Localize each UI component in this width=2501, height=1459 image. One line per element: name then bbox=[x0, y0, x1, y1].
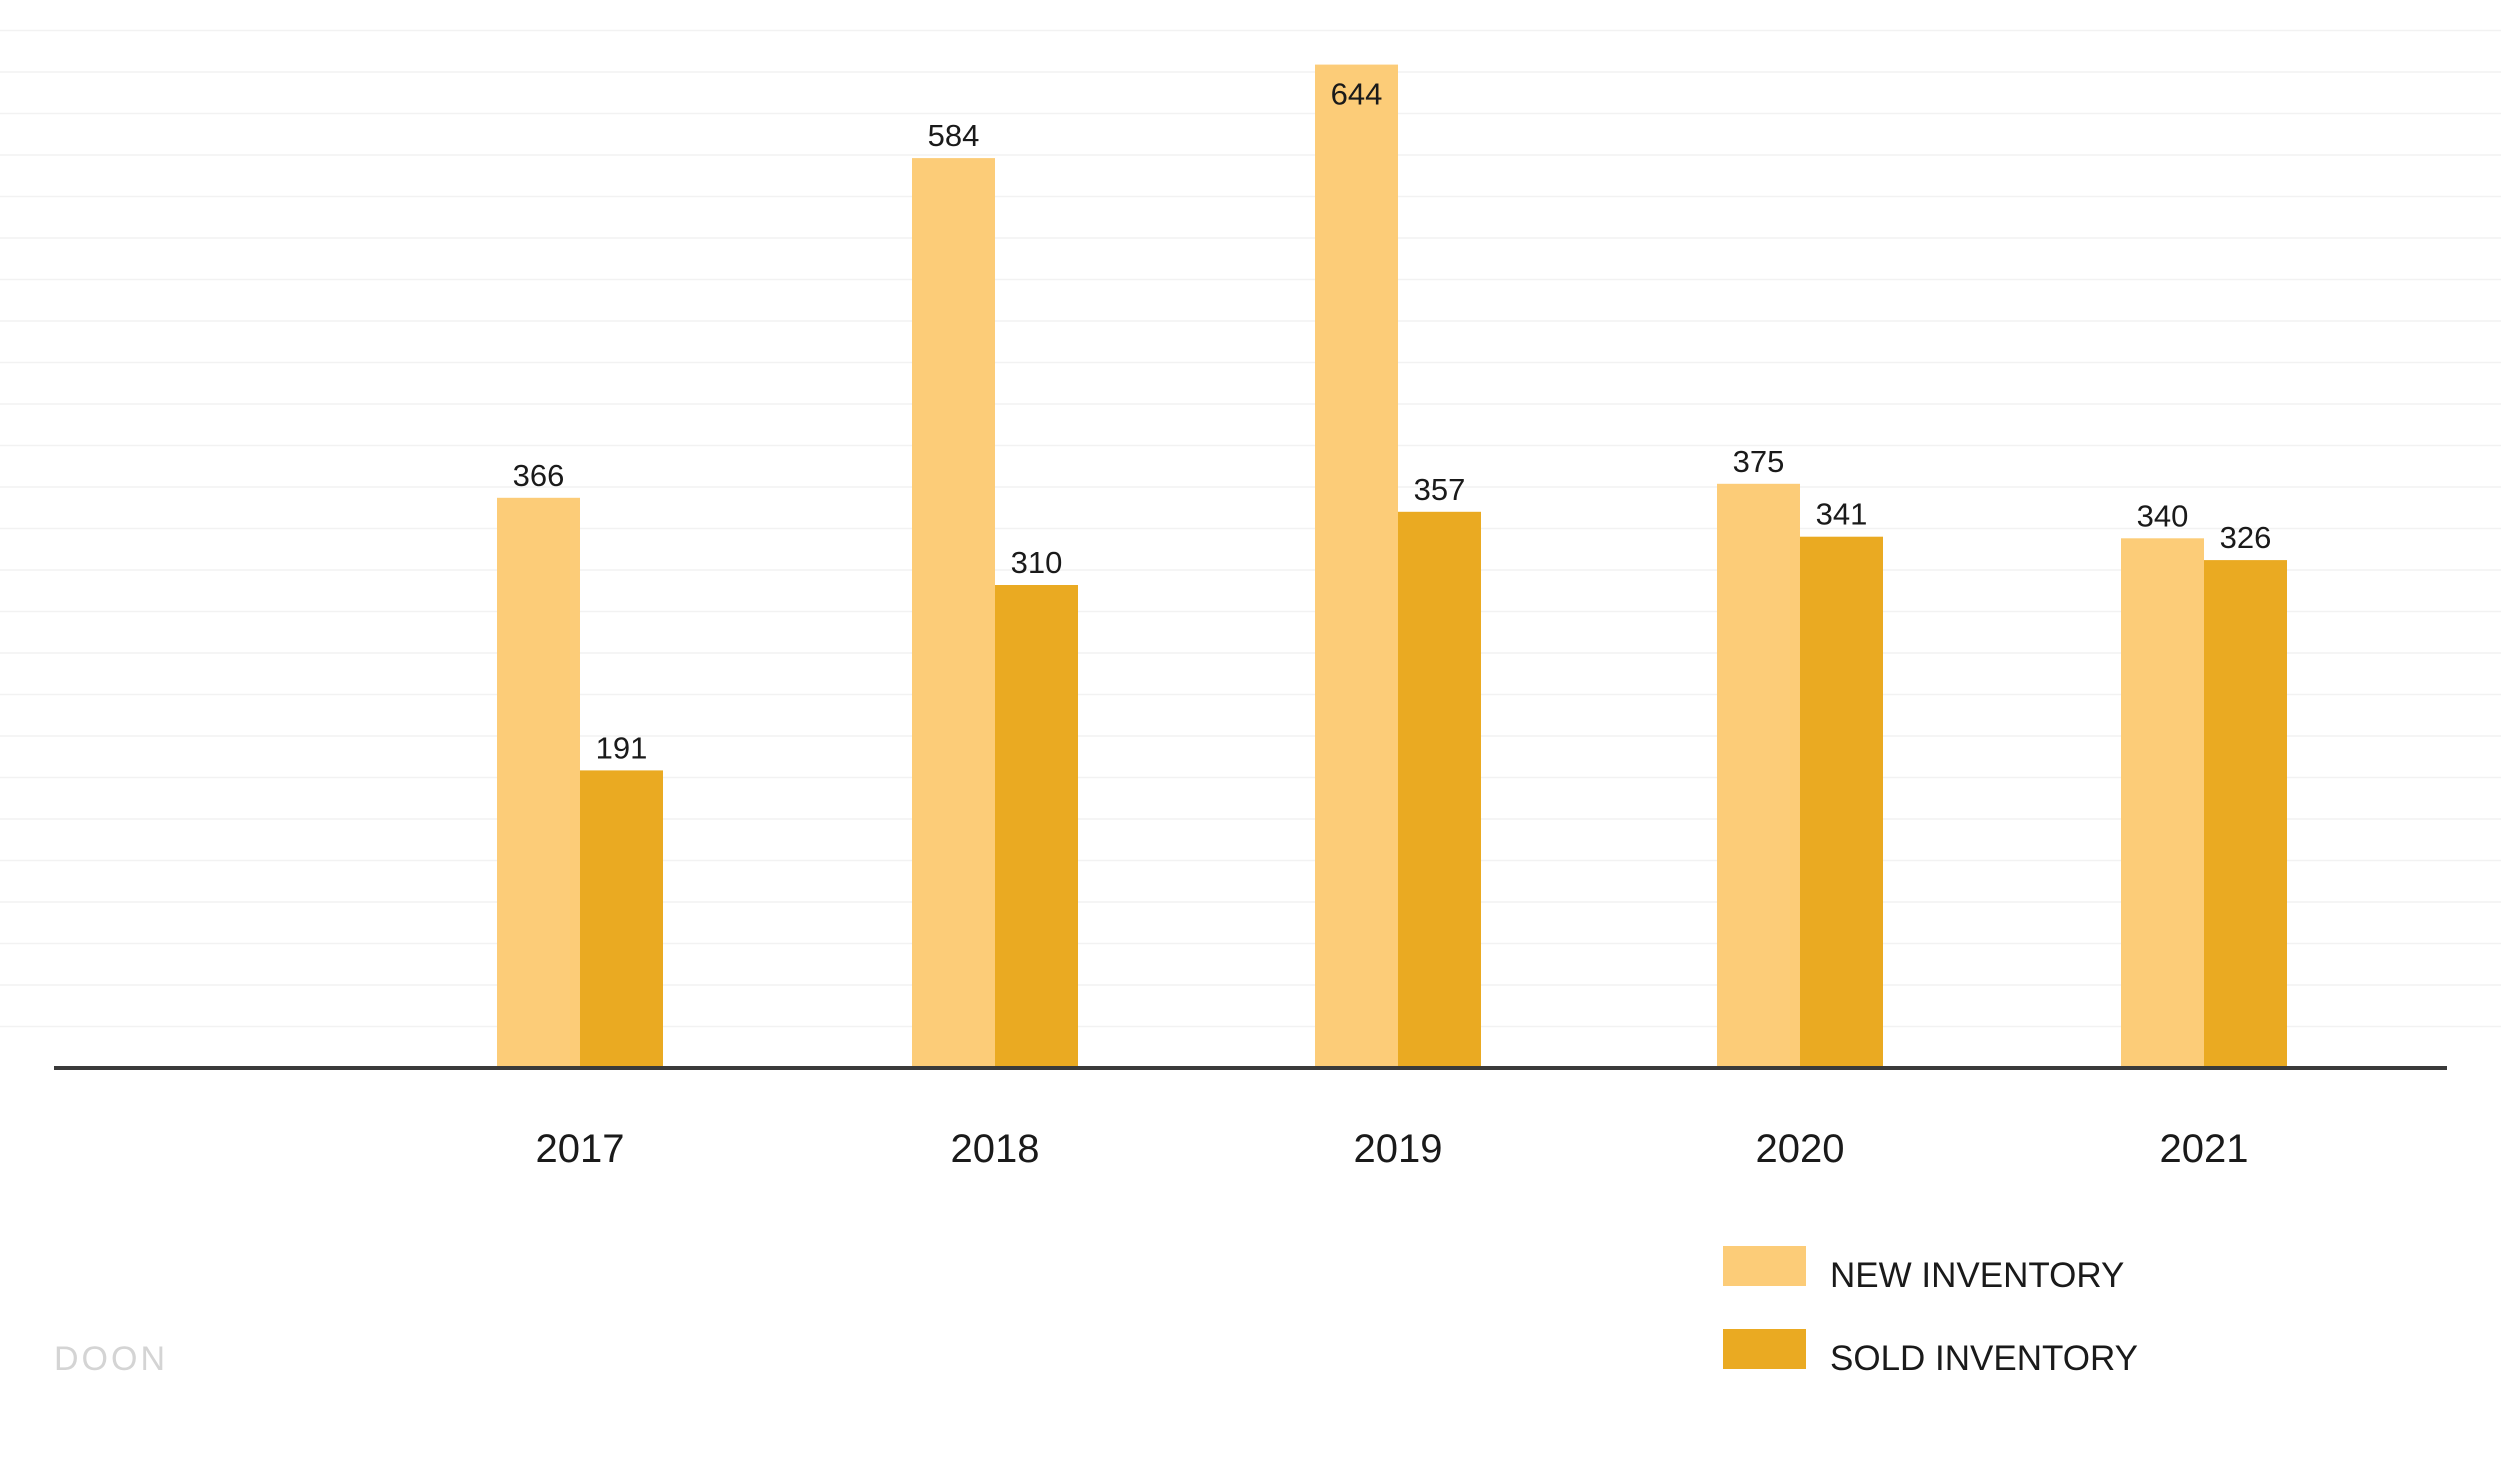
bar-sold-inventory-2018 bbox=[995, 585, 1078, 1068]
legend-label-sold-inventory: SOLD INVENTORY bbox=[1830, 1339, 2138, 1378]
bar-new-inventory-2019 bbox=[1315, 64, 1398, 1069]
data-label-sold-inventory-2017: 191 bbox=[596, 730, 648, 765]
data-label-new-inventory-2017: 366 bbox=[513, 458, 565, 493]
data-label-new-inventory-2020: 375 bbox=[1733, 444, 1785, 479]
x-axis-ticks: 2017 2018 2019 2020 2021 bbox=[536, 1127, 2249, 1171]
bars: 366 584 644 375 340 191 310 357 341 326 bbox=[497, 64, 2287, 1069]
x-tick-label-2021: 2021 bbox=[2160, 1127, 2249, 1171]
x-tick-label-2017: 2017 bbox=[536, 1127, 625, 1171]
data-label-new-inventory-2018: 584 bbox=[928, 118, 980, 153]
bar-new-inventory-2020 bbox=[1717, 483, 1800, 1069]
data-label-sold-inventory-2020: 341 bbox=[1816, 497, 1868, 532]
legend: NEW INVENTORY SOLD INVENTORY bbox=[1723, 1246, 2138, 1378]
legend-swatch-new-inventory bbox=[1723, 1246, 1806, 1286]
bar-sold-inventory-2017 bbox=[580, 770, 663, 1068]
watermark-logo: DOON bbox=[54, 1340, 168, 1378]
data-label-sold-inventory-2019: 357 bbox=[1414, 472, 1466, 507]
bar-new-inventory-2017 bbox=[497, 497, 580, 1068]
bar-new-inventory-2018 bbox=[912, 158, 995, 1069]
x-tick-label-2020: 2020 bbox=[1756, 1127, 1845, 1171]
legend-swatch-sold-inventory bbox=[1723, 1329, 1806, 1369]
x-tick-label-2018: 2018 bbox=[951, 1127, 1040, 1171]
gridlines bbox=[0, 29, 2501, 1028]
bar-new-inventory-2021 bbox=[2121, 538, 2204, 1068]
data-label-new-inventory-2019: 644 bbox=[1331, 77, 1383, 112]
x-tick-label-2019: 2019 bbox=[1354, 1127, 1443, 1171]
bar-sold-inventory-2021 bbox=[2204, 560, 2287, 1068]
legend-label-new-inventory: NEW INVENTORY bbox=[1830, 1256, 2124, 1295]
data-label-sold-inventory-2021: 326 bbox=[2220, 520, 2272, 555]
bar-sold-inventory-2019 bbox=[1398, 511, 1481, 1068]
data-label-sold-inventory-2018: 310 bbox=[1011, 545, 1063, 580]
data-label-new-inventory-2021: 340 bbox=[2137, 498, 2189, 533]
bar-sold-inventory-2020 bbox=[1800, 536, 1883, 1068]
